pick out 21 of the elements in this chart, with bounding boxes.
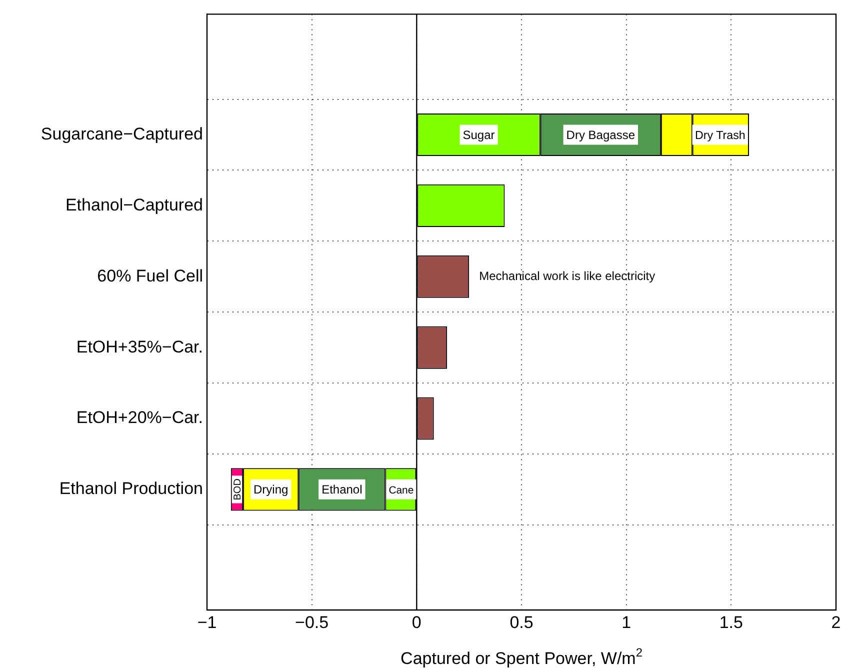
x-tick-label: −0.5	[295, 612, 329, 632]
y-tick-label: Sugarcane−Captured	[40, 124, 203, 144]
y-tick-label: 60% Fuel Cell	[97, 266, 203, 286]
series-label: Sugar	[462, 128, 495, 142]
series-label: BOD	[232, 478, 244, 500]
y-tick-label: EtOH+35%−Car.	[76, 337, 203, 356]
series-label: Drying	[254, 482, 288, 497]
y-tick-label: Ethanol−Captured	[65, 195, 203, 214]
x-tick-label: 0	[412, 612, 422, 632]
annotation: Mechanical work is like electricity	[479, 268, 656, 283]
series-label: Dry Trash	[695, 128, 746, 142]
y-tick-label: EtOH+20%−Car.	[76, 408, 203, 428]
series-label: Cane	[388, 485, 414, 496]
series-label: Ethanol	[322, 482, 362, 497]
x-tick-label: 2	[831, 612, 841, 632]
series-label: Dry Bagasse	[566, 128, 636, 142]
y-tick-label: Ethanol Production	[59, 479, 203, 498]
x-tick-label: 0.5	[510, 612, 534, 632]
x-tick-label: −1	[197, 612, 217, 632]
x-tick-label: 1.5	[719, 612, 743, 632]
x-tick-label: 1	[622, 612, 632, 632]
